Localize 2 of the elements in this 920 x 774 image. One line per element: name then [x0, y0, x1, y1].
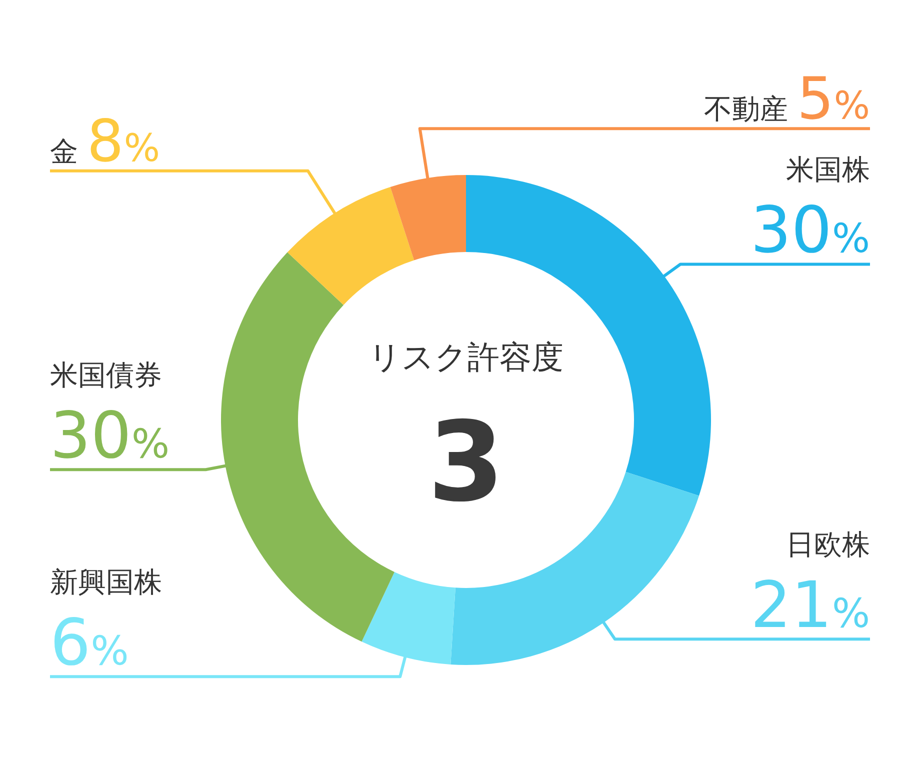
text: 3 — [428, 398, 504, 526]
text: リスク許容度 — [368, 338, 564, 376]
